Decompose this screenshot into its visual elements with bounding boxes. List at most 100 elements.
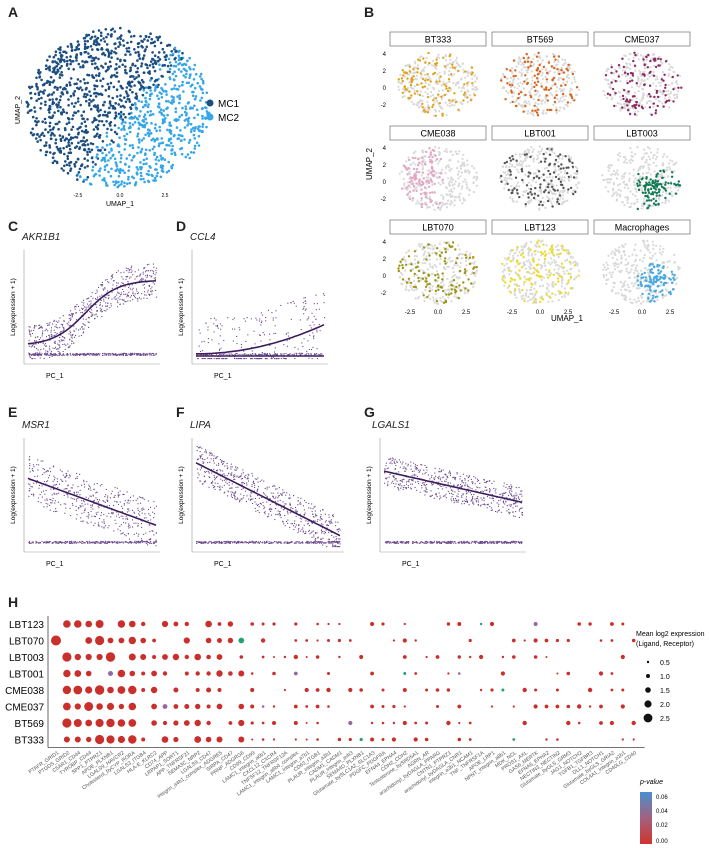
- facet-point: [651, 297, 655, 300]
- umap-point: [98, 43, 101, 46]
- background-point: [567, 291, 570, 294]
- facet-point: [418, 161, 421, 165]
- background-point: [428, 195, 431, 198]
- umap-point: [65, 90, 69, 94]
- background-point: [561, 100, 564, 103]
- background-point: [450, 167, 453, 170]
- facet-point: [634, 106, 637, 110]
- background-point: [666, 266, 669, 269]
- background-point: [677, 90, 680, 93]
- background-point: [648, 168, 651, 171]
- umap-b-xlabel: UMAP_1: [551, 314, 584, 323]
- facet-point: [653, 191, 657, 194]
- facet-point: [537, 271, 540, 274]
- facet-point: [556, 198, 559, 201]
- facet-point: [424, 285, 428, 288]
- background-point: [631, 159, 634, 162]
- umap-point: [201, 107, 204, 110]
- umap-point: [49, 134, 53, 137]
- background-point: [575, 176, 578, 180]
- background-point: [428, 169, 431, 172]
- facet-point: [552, 171, 556, 174]
- umap-point: [142, 54, 146, 57]
- background-point: [457, 254, 460, 257]
- umap-point: [174, 74, 178, 78]
- facet-point: [662, 170, 666, 173]
- facet-point: [640, 273, 644, 276]
- facet-point: [663, 187, 666, 190]
- umap-point: [90, 59, 94, 63]
- background-point: [651, 205, 654, 208]
- facet-point: [430, 170, 433, 174]
- background-point: [428, 263, 431, 266]
- expression-point: [82, 328, 84, 330]
- background-point: [526, 300, 529, 303]
- background-point: [635, 300, 638, 303]
- facet-point: [545, 78, 549, 81]
- background-point: [467, 169, 470, 172]
- facet-point: [543, 160, 547, 163]
- umap-point: [135, 108, 138, 111]
- facet-xtick: 2.5: [666, 310, 675, 316]
- facet-point: [551, 185, 554, 189]
- umap-point: [165, 99, 168, 103]
- background-point: [643, 244, 646, 247]
- facet-point: [421, 171, 425, 174]
- umap-point: [65, 51, 68, 55]
- background-point: [513, 86, 516, 89]
- background-point: [556, 244, 560, 247]
- umap-point: [157, 159, 160, 162]
- background-point: [635, 254, 638, 257]
- umap-point: [125, 132, 129, 136]
- facet-point: [462, 99, 465, 102]
- background-point: [607, 68, 610, 71]
- background-point: [636, 75, 640, 79]
- background-point: [441, 168, 444, 171]
- umap-point: [48, 144, 51, 147]
- background-point: [410, 87, 413, 90]
- facet-point: [553, 96, 556, 100]
- background-point: [506, 177, 509, 180]
- umap-point: [39, 102, 43, 105]
- background-point: [454, 180, 457, 183]
- background-point: [661, 61, 664, 64]
- background-point: [676, 185, 679, 188]
- facet-point: [535, 175, 538, 178]
- facet-point: [667, 182, 670, 185]
- background-point: [576, 186, 579, 189]
- facet-point: [652, 202, 656, 205]
- facet-point: [432, 99, 435, 102]
- background-point: [456, 282, 459, 285]
- facet-point: [464, 253, 467, 257]
- facet-point: [641, 191, 645, 194]
- umap-point: [123, 181, 126, 185]
- background-point: [623, 186, 626, 189]
- facet-point: [441, 112, 444, 116]
- background-point: [561, 194, 564, 197]
- umap-point: [67, 138, 71, 142]
- facet-point: [554, 158, 558, 162]
- umap-point: [33, 106, 36, 109]
- background-point: [438, 104, 441, 108]
- umap-point: [174, 60, 178, 64]
- background-point: [551, 197, 554, 200]
- umap-point: [102, 177, 106, 180]
- umap-point: [113, 30, 117, 33]
- background-point: [624, 103, 627, 106]
- background-point: [668, 260, 671, 263]
- facet-point: [645, 184, 648, 187]
- background-point: [518, 103, 521, 106]
- expression-point: [90, 315, 92, 317]
- facet-point: [520, 266, 524, 269]
- facet-point: [657, 190, 661, 194]
- facet-point: [536, 108, 539, 111]
- umap-point: [199, 72, 203, 76]
- umap-point: [83, 140, 87, 143]
- background-point: [562, 63, 565, 66]
- background-point: [446, 186, 449, 190]
- background-point: [638, 258, 642, 261]
- umap-point: [96, 104, 100, 107]
- background-point: [466, 72, 469, 75]
- facet-point: [671, 171, 674, 174]
- facet-point: [528, 277, 531, 280]
